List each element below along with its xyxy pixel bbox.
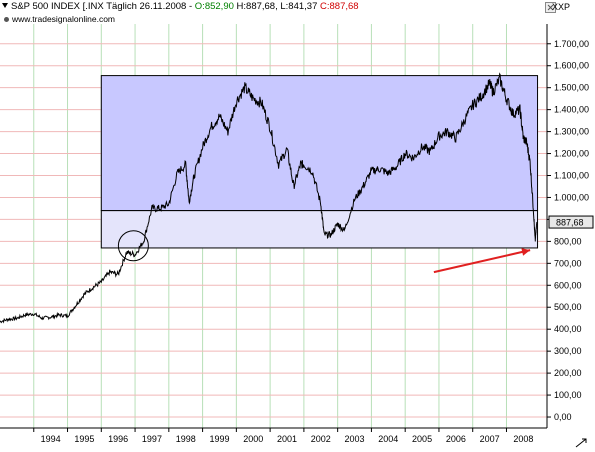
x-tick-label: 2008 bbox=[513, 434, 533, 444]
range-box bbox=[100, 75, 539, 212]
corner-arrow-icon[interactable] bbox=[574, 437, 588, 449]
y-tick-label: 100,00 bbox=[554, 390, 582, 400]
y-tick-label: 300,00 bbox=[554, 346, 582, 356]
x-tick-label: 2001 bbox=[277, 434, 297, 444]
source-url: www.tradesignalonline.com bbox=[12, 14, 115, 24]
y-tick-label: 1.300,00 bbox=[554, 127, 589, 137]
x-tick-label: 1995 bbox=[74, 434, 94, 444]
y-tick-label: 700,00 bbox=[554, 258, 582, 268]
x-tick-label: 2004 bbox=[378, 434, 398, 444]
chart-header: S&P 500 INDEX [.INX Täglich 26.11.2008 -… bbox=[2, 1, 359, 12]
range-box bbox=[100, 210, 539, 249]
last-value-label: 887,68 bbox=[556, 218, 584, 228]
x-tick-label: 1998 bbox=[176, 434, 196, 444]
y-tick-label: 1.200,00 bbox=[554, 149, 589, 159]
x-tick-label: 1994 bbox=[41, 434, 61, 444]
y-tick-label: 800,00 bbox=[554, 236, 582, 246]
x-tick-label: 2007 bbox=[480, 434, 500, 444]
y-tick-label: 1.500,00 bbox=[554, 83, 589, 93]
symbol-label: S&P 500 INDEX [.INX bbox=[11, 1, 104, 12]
highlight-circle bbox=[117, 230, 149, 262]
dropdown-arrow-icon[interactable] bbox=[2, 3, 8, 9]
x-tick-label: 1999 bbox=[209, 434, 229, 444]
y-tick-label: 1.600,00 bbox=[554, 61, 589, 71]
source-line: www.tradesignalonline.com bbox=[4, 14, 115, 24]
y-tick-label: 1.000,00 bbox=[554, 192, 589, 202]
x-tick-label: 2005 bbox=[412, 434, 432, 444]
x-tick-label: 2002 bbox=[311, 434, 331, 444]
y-tick-label: 500,00 bbox=[554, 302, 582, 312]
low-value: L:841,37 bbox=[280, 1, 318, 12]
x-tick-label: 2000 bbox=[243, 434, 263, 444]
x-tick-label: 2003 bbox=[345, 434, 365, 444]
y-tick-label: 1.100,00 bbox=[554, 171, 589, 181]
scale-label: XXP bbox=[552, 2, 571, 12]
period-label: Täglich bbox=[106, 1, 137, 12]
y-tick-label: 1.700,00 bbox=[554, 39, 589, 49]
x-tick-label: 1997 bbox=[142, 434, 162, 444]
source-dot-icon bbox=[4, 17, 9, 23]
price-series-line bbox=[0, 72, 538, 324]
trend-arrow bbox=[433, 249, 531, 274]
x-tick-label: 2006 bbox=[446, 434, 466, 444]
y-tick-label: 400,00 bbox=[554, 324, 582, 334]
last-value-badge bbox=[548, 215, 594, 229]
trend-arrow-head bbox=[521, 248, 531, 256]
close-icon[interactable] bbox=[545, 2, 556, 13]
y-tick-label: 1.400,00 bbox=[554, 105, 589, 115]
open-value: O:852,90 bbox=[194, 1, 234, 12]
y-tick-label: 0,00 bbox=[554, 412, 572, 422]
y-tick-label: 600,00 bbox=[554, 280, 582, 290]
close-value: C:887,68 bbox=[320, 1, 359, 12]
date-label: 26.11.2008 bbox=[139, 1, 187, 12]
high-value: H:887,68 bbox=[236, 1, 276, 12]
y-tick-label: 200,00 bbox=[554, 368, 582, 378]
x-tick-label: 1996 bbox=[108, 434, 128, 444]
